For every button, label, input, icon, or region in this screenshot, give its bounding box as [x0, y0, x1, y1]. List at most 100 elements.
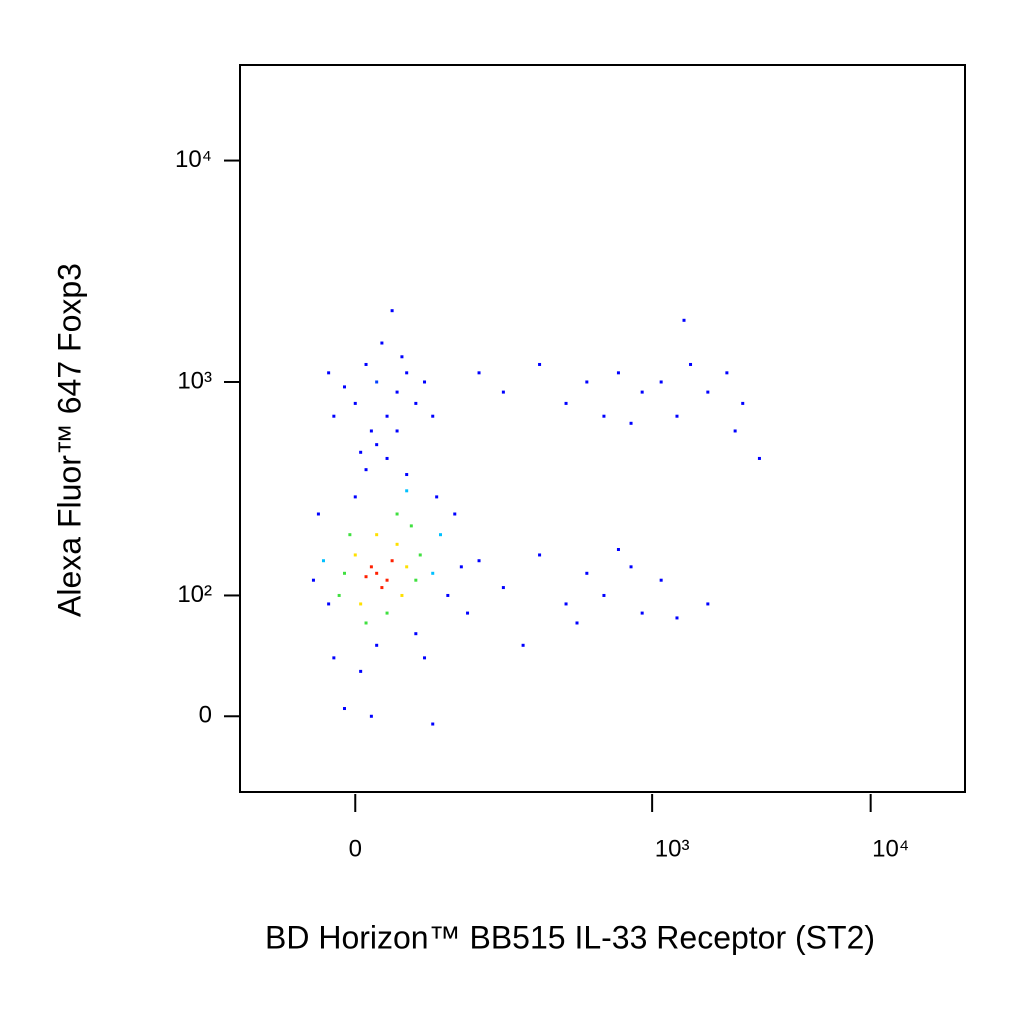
- data-point: [706, 602, 710, 606]
- data-point: [602, 593, 606, 597]
- data-point: [477, 559, 481, 563]
- data-point: [375, 380, 379, 384]
- y-tick-label: 10³: [177, 367, 212, 394]
- data-point: [675, 414, 679, 418]
- x-tick-label: 10³: [655, 835, 690, 862]
- data-point: [405, 489, 409, 493]
- data-point: [414, 578, 418, 582]
- data-point: [725, 371, 729, 375]
- data-point: [395, 512, 399, 516]
- data-point: [316, 512, 320, 516]
- data-point: [400, 355, 404, 359]
- data-point: [353, 401, 357, 405]
- data-point: [405, 371, 409, 375]
- y-tick-label: 10⁴: [175, 146, 212, 173]
- data-point: [395, 390, 399, 394]
- data-point: [757, 456, 761, 460]
- data-point: [423, 656, 427, 660]
- data-point: [385, 414, 389, 418]
- data-point: [348, 533, 352, 537]
- data-point: [431, 571, 435, 575]
- data-point: [629, 565, 633, 569]
- data-point: [459, 565, 463, 569]
- y-axis-title: Alexa Fluor™ 647 Foxp3: [51, 263, 87, 617]
- data-point: [364, 468, 368, 472]
- data-point: [438, 533, 442, 537]
- data-point: [332, 656, 336, 660]
- data-point: [616, 547, 620, 551]
- data-point: [706, 390, 710, 394]
- data-point: [446, 593, 450, 597]
- data-point: [538, 362, 542, 366]
- data-point: [616, 371, 620, 375]
- data-point: [395, 429, 399, 433]
- data-point: [501, 390, 505, 394]
- data-point: [342, 385, 346, 389]
- data-point: [380, 341, 384, 345]
- data-point: [659, 578, 663, 582]
- data-point: [364, 362, 368, 366]
- data-point: [364, 621, 368, 625]
- data-point: [375, 443, 379, 447]
- data-point: [741, 401, 745, 405]
- x-tick-label: 0: [349, 835, 362, 862]
- data-point: [538, 553, 542, 557]
- data-point: [364, 575, 368, 579]
- data-point: [380, 586, 384, 590]
- data-point: [375, 643, 379, 647]
- data-point: [418, 553, 422, 557]
- data-point: [564, 401, 568, 405]
- data-point: [453, 512, 457, 516]
- data-point: [501, 586, 505, 590]
- data-point: [414, 632, 418, 636]
- data-point: [390, 559, 394, 563]
- data-point: [375, 533, 379, 537]
- data-point: [369, 429, 373, 433]
- data-point: [575, 621, 579, 625]
- data-point: [359, 669, 363, 673]
- data-point: [327, 602, 331, 606]
- data-point: [733, 429, 737, 433]
- data-point: [521, 643, 525, 647]
- data-point: [359, 602, 363, 606]
- data-point: [689, 362, 693, 366]
- data-point: [375, 571, 379, 575]
- data-point: [659, 380, 663, 384]
- data-point: [414, 401, 418, 405]
- data-point: [385, 456, 389, 460]
- data-point: [431, 414, 435, 418]
- x-axis-title: BD Horizon™ BB515 IL-33 Receptor (ST2): [265, 919, 875, 955]
- data-point: [369, 714, 373, 718]
- data-point: [337, 593, 341, 597]
- data-point: [353, 495, 357, 499]
- data-point: [405, 473, 409, 477]
- data-point: [321, 559, 325, 563]
- data-point: [675, 616, 679, 620]
- data-point: [342, 707, 346, 711]
- data-point: [629, 421, 633, 425]
- data-point: [435, 495, 439, 499]
- data-point: [400, 593, 404, 597]
- data-point: [431, 722, 435, 726]
- data-point: [585, 380, 589, 384]
- data-point: [395, 542, 399, 546]
- data-point: [327, 371, 331, 375]
- x-tick-label: 10⁴: [872, 835, 909, 862]
- data-point: [466, 611, 470, 615]
- data-point: [585, 571, 589, 575]
- data-point: [477, 371, 481, 375]
- data-point: [409, 524, 413, 528]
- data-point: [405, 565, 409, 569]
- data-point: [359, 450, 363, 454]
- data-point: [385, 578, 389, 582]
- data-point: [369, 565, 373, 569]
- data-point: [385, 611, 389, 615]
- data-point: [682, 318, 686, 322]
- data-point: [342, 571, 346, 575]
- y-tick-label: 10²: [177, 581, 212, 608]
- data-point: [311, 578, 315, 582]
- data-point: [640, 390, 644, 394]
- y-tick-label: 0: [199, 702, 212, 729]
- data-point: [602, 414, 606, 418]
- data-point: [423, 380, 427, 384]
